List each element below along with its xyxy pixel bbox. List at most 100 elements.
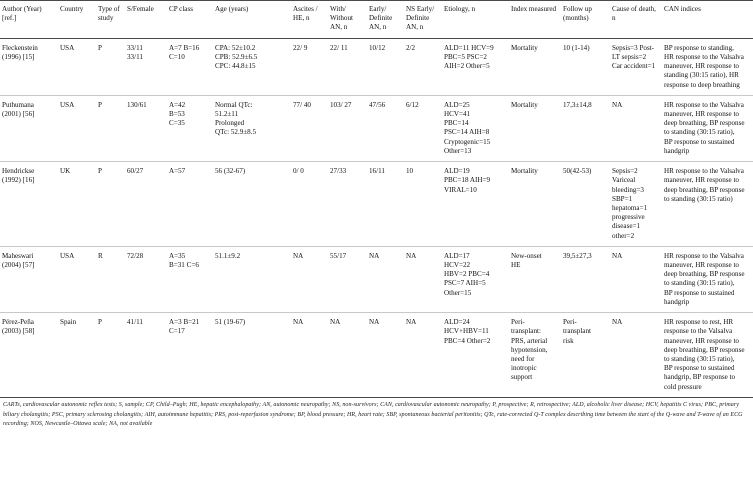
cell-author: Pérez-Peña (2003) [58] xyxy=(0,312,58,398)
cell-early-definite-an: 10/12 xyxy=(367,38,404,96)
column-header-cause-of-death: Cause of death, n xyxy=(610,0,662,39)
column-header-ns-early-definite-an: NS Early/ Definite AN, n xyxy=(404,0,442,39)
cell-type: P xyxy=(96,312,125,398)
cell-ns-early-definite-an: 2/2 xyxy=(404,38,442,96)
cell-index-measured: Mortality xyxy=(509,161,561,247)
cell-follow-up: 50(42-53) xyxy=(561,161,610,247)
cell-cause-of-death: NA xyxy=(610,246,662,314)
cell-sample-female: 72/28 xyxy=(125,246,167,314)
cell-cp-class: A=7 B=16 C=10 xyxy=(167,38,213,96)
cell-age: 56 (32-67) xyxy=(213,161,291,247)
cell-with-without-an: 27/33 xyxy=(328,161,367,247)
cell-with-without-an: 103/ 27 xyxy=(328,95,367,163)
cell-author: Puthumana (2001) [56] xyxy=(0,95,58,163)
cell-with-without-an: 22/ 11 xyxy=(328,38,367,96)
column-header-type-of-study: Type of study xyxy=(96,0,125,39)
cell-can-indices: HR response to rest, HR response to the … xyxy=(662,312,753,398)
cell-follow-up: 17,3±14,8 xyxy=(561,95,610,163)
cell-country: USA xyxy=(58,95,96,163)
cell-follow-up: 39,5±27,3 xyxy=(561,246,610,314)
cell-ascites-he: 22/ 9 xyxy=(291,38,328,96)
column-header-author: Author (Year) [ref.] xyxy=(0,0,58,39)
cell-author: Hendrickse (1992) [16] xyxy=(0,161,58,247)
cell-follow-up: Peri- transplant risk xyxy=(561,312,610,398)
cell-with-without-an: NA xyxy=(328,312,367,398)
column-header-early-definite-an: Early/ Definite AN, n xyxy=(367,0,404,39)
cell-cause-of-death: Sepsis=3 Post- LT sepsis=2 Car accident=… xyxy=(610,38,662,96)
cell-index-measured: New-onset HE xyxy=(509,246,561,314)
cell-index-measured: Mortality xyxy=(509,95,561,163)
cell-type: P xyxy=(96,95,125,163)
cell-age: 51.1±9.2 xyxy=(213,246,291,314)
cell-country: USA xyxy=(58,246,96,314)
cell-can-indices: HR response to the Valsalva maneuver, HR… xyxy=(662,246,753,314)
cell-etiology: ALD=11 HCV=9 PBC=5 PSC=2 AIH=2 Other=5 xyxy=(442,38,509,96)
cell-sample-female: 60/27 xyxy=(125,161,167,247)
column-header-with-without-an: With/ Without AN, n xyxy=(328,0,367,39)
cell-ascites-he: 0/ 0 xyxy=(291,161,328,247)
cell-can-indices: BP response to standing, HR response to … xyxy=(662,38,753,96)
cell-etiology: ALD=17 HCV=22 HBV=2 PBC=4 PSC=7 AIH=5 Ot… xyxy=(442,246,509,314)
column-header-etiology: Etiology, n xyxy=(442,0,509,39)
cell-early-definite-an: NA xyxy=(367,312,404,398)
cell-etiology: ALD=19 PBC=18 AIH=9 VIRAL=10 xyxy=(442,161,509,247)
cell-etiology: ALD=25 HCV=41 PBC=14 PSC=14 AIH=8 Crypto… xyxy=(442,95,509,163)
cell-ascites-he: 77/ 40 xyxy=(291,95,328,163)
cell-etiology: ALD=24 HCV+HBV=11 PBC=4 Other=2 xyxy=(442,312,509,398)
cell-country: Spain xyxy=(58,312,96,398)
cell-cp-class: A=42 B=53 C=35 xyxy=(167,95,213,163)
cell-ns-early-definite-an: NA xyxy=(404,312,442,398)
table-header-row: Author (Year) [ref.] Country Type of stu… xyxy=(0,0,753,39)
cell-age: 51 (19-67) xyxy=(213,312,291,398)
cell-early-definite-an: NA xyxy=(367,246,404,314)
cell-ns-early-definite-an: 6/12 xyxy=(404,95,442,163)
cell-index-measured: Peri- transplant: PRS, arterial hypotens… xyxy=(509,312,561,398)
column-header-can-indices: CAN indices xyxy=(662,0,753,39)
cell-early-definite-an: 47/56 xyxy=(367,95,404,163)
cell-type: R xyxy=(96,246,125,314)
cell-sample-female: 41/11 xyxy=(125,312,167,398)
table-header: Author (Year) [ref.] Country Type of stu… xyxy=(0,0,753,39)
cell-can-indices: HR response to the Valsalva maneuver, HR… xyxy=(662,161,753,247)
cell-ns-early-definite-an: NA xyxy=(404,246,442,314)
column-header-ascites-he: Ascites / HE, n xyxy=(291,0,328,39)
cell-index-measured: Mortality xyxy=(509,38,561,96)
cell-age: CPA: 52±10.2 CPB: 52.9±6.5 CPC: 44.8±15 xyxy=(213,38,291,96)
cell-cause-of-death: Sepsis=2 Variceal bleeding=3 SBP=1 hepat… xyxy=(610,161,662,247)
cell-follow-up: 10 (1-14) xyxy=(561,38,610,96)
column-header-index-measured: Index measured xyxy=(509,0,561,39)
table-row: Maheswari (2004) [57] USA R 72/28 A=35 B… xyxy=(0,246,753,314)
column-header-cp-class: CP class xyxy=(167,0,213,39)
cell-age: Normal QTc: 51.2±11 Prolonged QTc: 52.9±… xyxy=(213,95,291,163)
cell-country: UK xyxy=(58,161,96,247)
cell-cp-class: A=35 B=31 C=6 xyxy=(167,246,213,314)
table-row: Puthumana (2001) [56] USA P 130/61 A=42 … xyxy=(0,95,753,163)
cell-sample-female: 33/11 33/11 xyxy=(125,38,167,96)
table-row: Hendrickse (1992) [16] UK P 60/27 A=57 5… xyxy=(0,161,753,247)
table-body: Fleckenstein (1996) [15] USA P 33/11 33/… xyxy=(0,38,753,398)
cell-cp-class: A=57 xyxy=(167,161,213,247)
cell-type: P xyxy=(96,161,125,247)
cell-author: Fleckenstein (1996) [15] xyxy=(0,38,58,96)
cell-country: USA xyxy=(58,38,96,96)
cell-cause-of-death: NA xyxy=(610,95,662,163)
study-characteristics-table: Author (Year) [ref.] Country Type of stu… xyxy=(0,0,753,398)
cell-sample-female: 130/61 xyxy=(125,95,167,163)
cell-author: Maheswari (2004) [57] xyxy=(0,246,58,314)
cell-can-indices: HR response to the Valsalva maneuver, HR… xyxy=(662,95,753,163)
cell-early-definite-an: 16/11 xyxy=(367,161,404,247)
study-characteristics-table-container: Author (Year) [ref.] Country Type of stu… xyxy=(0,0,753,427)
table-row: Pérez-Peña (2003) [58] Spain P 41/11 A=3… xyxy=(0,312,753,398)
cell-ns-early-definite-an: 10 xyxy=(404,161,442,247)
column-header-sample-female: S/Female xyxy=(125,0,167,39)
cell-ascites-he: NA xyxy=(291,312,328,398)
column-header-follow-up: Follow up (months) xyxy=(561,0,610,39)
column-header-country: Country xyxy=(58,0,96,39)
cell-with-without-an: 55/17 xyxy=(328,246,367,314)
cell-cause-of-death: NA xyxy=(610,312,662,398)
cell-type: P xyxy=(96,38,125,96)
table-row: Fleckenstein (1996) [15] USA P 33/11 33/… xyxy=(0,38,753,96)
cell-cp-class: A=3 B=21 C=17 xyxy=(167,312,213,398)
cell-ascites-he: NA xyxy=(291,246,328,314)
column-header-age: Age (years) xyxy=(213,0,291,39)
